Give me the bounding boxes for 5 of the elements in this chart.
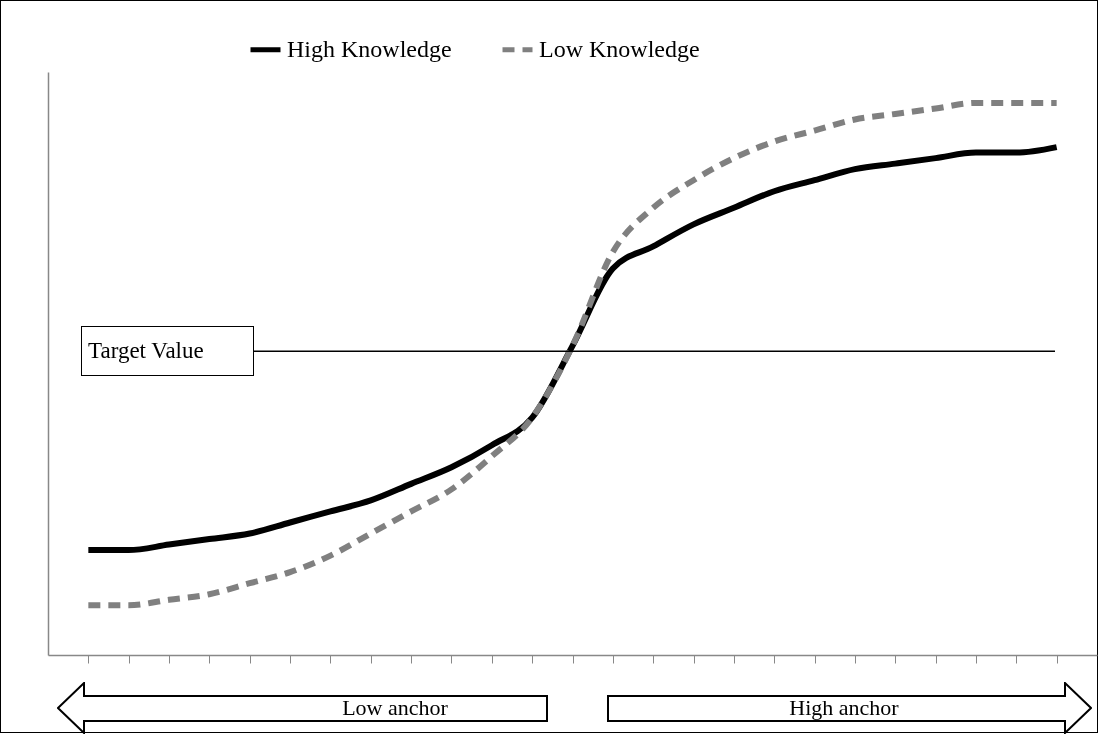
text: Low anchor — [342, 695, 448, 720]
legend-label: High Knowledge — [287, 35, 452, 62]
text: High anchor — [789, 695, 899, 720]
ref-line-label: Target Value — [81, 326, 254, 377]
legend-label: Low Knowledge — [539, 35, 700, 62]
